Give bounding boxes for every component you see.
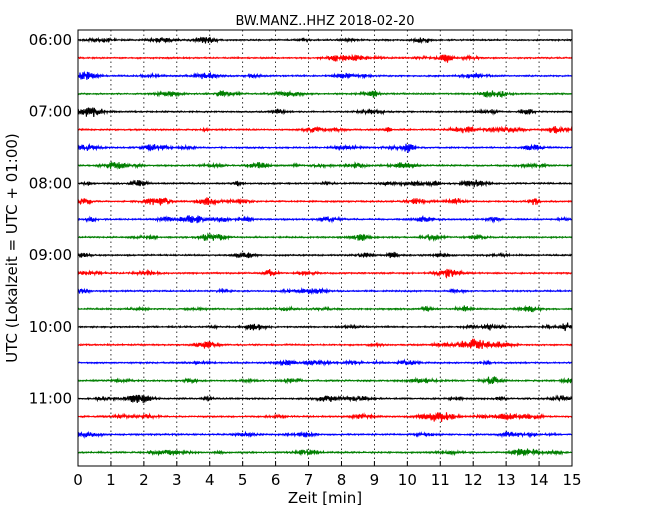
seismic-trace (77, 107, 572, 118)
x-tick-label: 10 (398, 471, 417, 489)
seismic-trace (77, 322, 573, 332)
y-tick-label: 07:00 (29, 103, 72, 121)
y-tick-label: 11:00 (29, 390, 72, 408)
x-tick-label: 7 (304, 471, 314, 489)
seismic-trace (77, 268, 573, 279)
seismic-trace (77, 304, 573, 313)
x-tick-label: 1 (106, 471, 116, 489)
seismic-trace (77, 232, 573, 242)
y-axis: 06:00 07:00 08:00 09:00 10:00 11:00 (29, 31, 83, 408)
x-tick-label: 12 (464, 471, 483, 489)
x-tick-label: 5 (238, 471, 248, 489)
seismic-trace (77, 287, 572, 296)
x-tick-label: 11 (431, 471, 450, 489)
seismic-trace (77, 125, 573, 134)
seismic-trace (77, 89, 573, 98)
seismic-trace (77, 394, 573, 404)
trace-layer (77, 36, 573, 457)
seismic-trace (77, 430, 573, 439)
y-tick-label: 08:00 (29, 174, 72, 192)
x-tick-label: 15 (562, 471, 581, 489)
chart-title: BW.MANZ..HHZ 2018-02-20 (235, 14, 414, 29)
x-tick-label: 3 (172, 471, 182, 489)
y-tick-label: 10:00 (29, 318, 72, 336)
x-tick-label: 13 (497, 471, 516, 489)
seismic-trace (77, 179, 573, 188)
seismic-trace (77, 412, 573, 422)
seismic-trace (77, 338, 573, 350)
x-tick-label: 4 (205, 471, 215, 489)
x-tick-label: 14 (530, 471, 549, 489)
seismic-trace (77, 70, 573, 80)
seismic-trace (77, 448, 573, 457)
seismic-trace (77, 142, 573, 153)
seismic-trace (77, 251, 573, 259)
x-tick-label: 9 (370, 471, 380, 489)
x-tick-label: 8 (337, 471, 347, 489)
y-tick-label: 06:00 (29, 31, 72, 49)
y-axis-label: UTC (Lokalzeit = UTC + 01:00) (3, 133, 21, 363)
y-tick-label: 09:00 (29, 246, 72, 264)
plot-frame (77, 29, 573, 467)
seismic-trace (78, 214, 573, 224)
x-tick-label: 6 (271, 471, 281, 489)
seismic-trace (77, 197, 573, 206)
seismic-trace (77, 53, 573, 63)
seismic-trace (77, 358, 573, 367)
x-axis: 0 1 2 3 4 5 6 7 8 9 10 11 12 13 14 15 (73, 461, 582, 489)
seismic-trace (77, 36, 573, 45)
x-tick-label: 0 (73, 471, 83, 489)
x-axis-label: Zeit [min] (288, 489, 362, 507)
seismic-trace (77, 161, 572, 170)
grid-layer (110, 30, 540, 466)
x-tick-label: 2 (139, 471, 149, 489)
seismic-trace (77, 376, 573, 385)
